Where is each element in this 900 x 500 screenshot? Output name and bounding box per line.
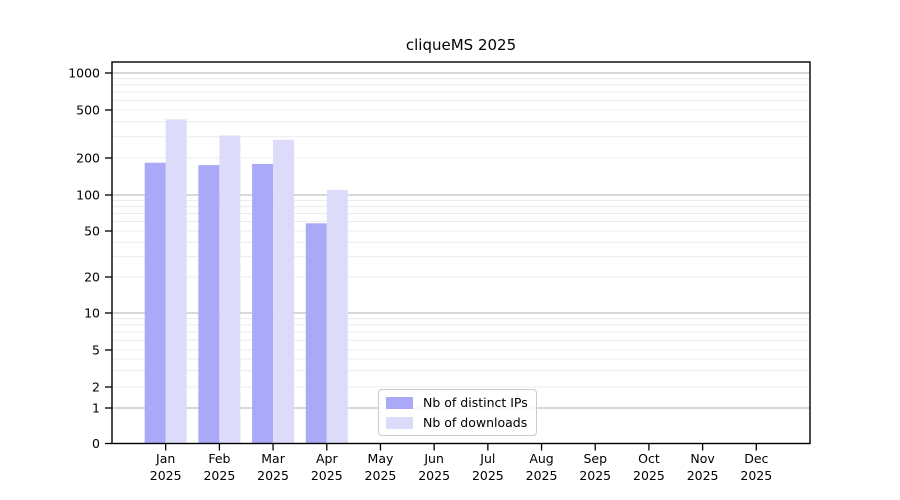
y-tick-label-100: 100: [76, 187, 100, 202]
y-tick-label-1000: 1000: [68, 65, 100, 80]
legend-item-downloads: Nb of downloads: [386, 415, 528, 430]
x-tick-label-month-dec: Dec: [744, 451, 768, 466]
x-tick-label-year-dec: 2025: [740, 468, 772, 483]
y-tick-label-2: 2: [92, 379, 100, 394]
legend-label-downloads: Nb of downloads: [423, 415, 528, 430]
x-tick-label-month-jan: Jan: [155, 451, 175, 466]
y-tick-label-50: 50: [84, 223, 100, 238]
x-tick-label-month-aug: Aug: [529, 451, 553, 466]
x-tick-label-year-jun: 2025: [418, 468, 450, 483]
x-tick-label-year-aug: 2025: [526, 468, 558, 483]
x-tick-label-year-nov: 2025: [687, 468, 719, 483]
x-tick-label-year-oct: 2025: [633, 468, 665, 483]
x-tick-label-month-apr: Apr: [316, 451, 338, 466]
x-tick-label-month-jul: Jul: [479, 451, 495, 466]
y-tick-label-20: 20: [84, 269, 100, 284]
y-tick-label-1: 1: [92, 400, 100, 415]
y-tick-label-5: 5: [92, 342, 100, 357]
chart-title: cliqueMS 2025: [405, 36, 517, 54]
x-tick-label-month-mar: Mar: [261, 451, 285, 466]
x-tick-label-year-may: 2025: [365, 468, 397, 483]
bar-distinct-ips-jan: [144, 162, 166, 444]
x-tick-label-year-sep: 2025: [579, 468, 611, 483]
bar-downloads-feb: [219, 135, 241, 444]
bar-distinct-ips-feb: [198, 165, 220, 444]
x-tick-label-year-apr: 2025: [311, 468, 343, 483]
y-tick-label-10: 10: [84, 305, 100, 320]
x-tick-label-month-oct: Oct: [638, 451, 660, 466]
legend: Nb of distinct IPs Nb of downloads: [378, 389, 537, 436]
bar-distinct-ips-apr: [305, 223, 327, 444]
x-tick-label-month-jun: Jun: [423, 451, 444, 466]
bar-downloads-mar: [273, 139, 295, 444]
x-tick-label-year-mar: 2025: [257, 468, 289, 483]
x-tick-label-month-sep: Sep: [583, 451, 607, 466]
bar-downloads-apr: [326, 189, 348, 444]
x-tick-label-year-feb: 2025: [203, 468, 235, 483]
legend-label-distinct-ips: Nb of distinct IPs: [423, 395, 528, 410]
x-tick-label-month-nov: Nov: [690, 451, 715, 466]
x-tick-label-month-may: May: [368, 451, 394, 466]
y-tick-label-200: 200: [76, 150, 100, 165]
y-tick-label-500: 500: [76, 102, 100, 117]
x-tick-label-month-feb: Feb: [208, 451, 230, 466]
y-tick-label-0: 0: [92, 436, 100, 451]
legend-swatch-downloads: [386, 416, 413, 429]
x-tick-label-year-jul: 2025: [472, 468, 504, 483]
plot-border: [111, 61, 811, 445]
legend-item-distinct-ips: Nb of distinct IPs: [386, 395, 528, 410]
legend-swatch-distinct-ips: [386, 396, 413, 409]
x-tick-label-year-jan: 2025: [150, 468, 182, 483]
bar-distinct-ips-mar: [252, 163, 274, 444]
bar-downloads-jan: [165, 119, 187, 444]
